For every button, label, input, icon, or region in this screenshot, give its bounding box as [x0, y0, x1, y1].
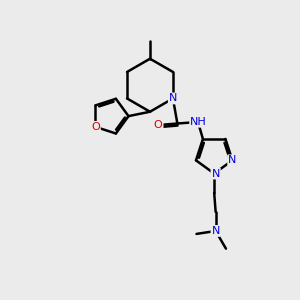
Text: N: N — [228, 155, 237, 165]
Text: N: N — [212, 169, 220, 178]
Text: O: O — [91, 122, 100, 132]
Text: O: O — [154, 120, 163, 130]
Text: N: N — [169, 94, 177, 103]
Text: NH: NH — [190, 117, 207, 127]
Text: N: N — [212, 226, 220, 236]
